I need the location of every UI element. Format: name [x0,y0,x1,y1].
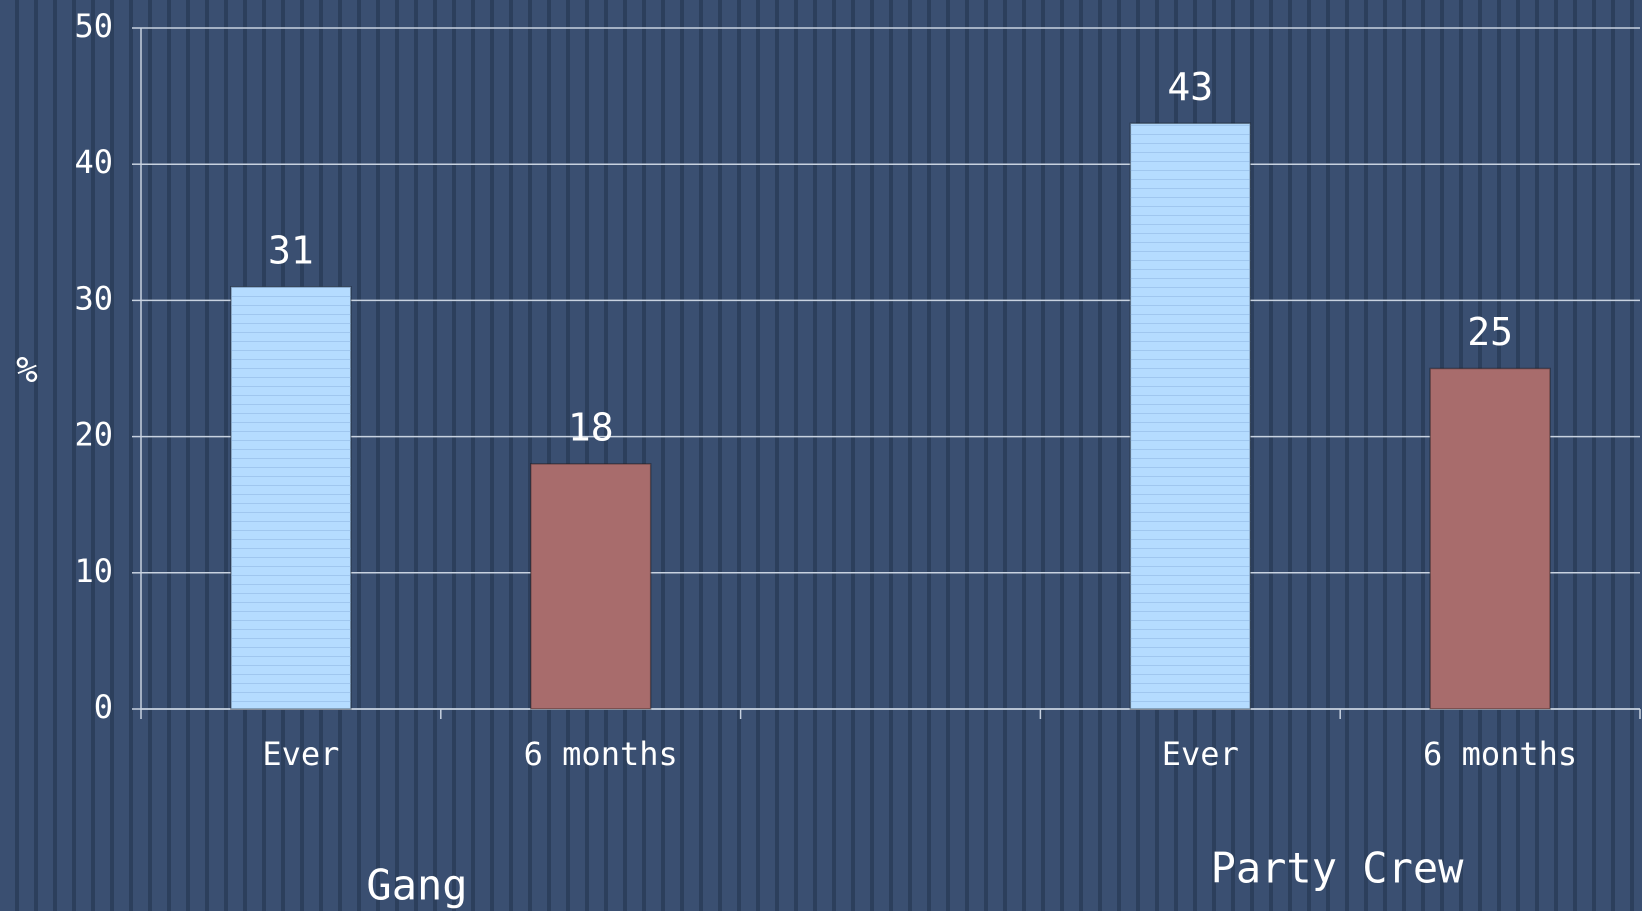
y-tick-label: 0 [94,688,113,726]
y-tick-label: 40 [74,143,113,181]
value-label: 43 [1167,65,1213,109]
group-label: Gang [366,861,467,910]
x-tick-label: Ever [262,735,339,773]
x-tick-label: Ever [1162,735,1239,773]
x-tick-label: 6 months [524,735,678,773]
y-axis-label: % [16,350,38,391]
y-tick-label: 30 [74,279,113,317]
bar [1429,367,1551,710]
bar-texture [230,286,351,709]
value-label: 31 [268,228,314,272]
group-label: Party Crew [1211,844,1465,893]
y-tick-label: 20 [74,416,113,454]
value-label: 18 [568,405,614,449]
value-label: 25 [1467,310,1513,354]
x-tick-label: 6 months [1423,735,1577,773]
y-tick-label: 50 [74,7,113,45]
bar [529,463,652,710]
bar-texture [1130,123,1251,710]
y-tick-label: 10 [74,552,113,590]
